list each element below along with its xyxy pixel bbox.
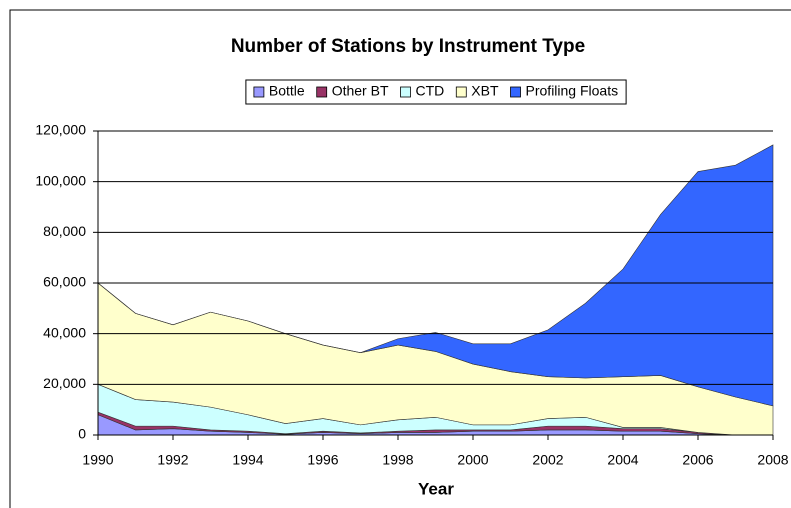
y-tick-label: 20,000 xyxy=(43,375,86,391)
x-tick-label: 2004 xyxy=(607,452,638,468)
y-tick-label: 120,000 xyxy=(35,122,86,138)
x-axis-label: Year xyxy=(418,479,454,498)
y-tick-label: 60,000 xyxy=(43,274,86,290)
x-tick-label: 2002 xyxy=(532,452,563,468)
y-tick-label: 100,000 xyxy=(35,172,86,188)
legend-swatch xyxy=(400,86,411,98)
legend-swatch xyxy=(253,86,265,98)
legend: Bottle Other BT CTD XBT Profiling Floats xyxy=(245,79,627,105)
x-tick-label: 1994 xyxy=(232,452,263,468)
area xyxy=(97,144,774,407)
y-tick-label: 80,000 xyxy=(43,223,86,239)
x-tick-label: 2000 xyxy=(457,452,488,468)
legend-label: Bottle xyxy=(269,83,305,99)
x-tick-label: 1990 xyxy=(82,452,113,468)
y-tick-label: 40,000 xyxy=(43,324,86,340)
chart-title: Number of Stations by Instrument Type xyxy=(231,36,585,57)
legend-swatch xyxy=(510,86,521,98)
x-tick-label: 1998 xyxy=(382,452,413,468)
legend-swatch xyxy=(316,86,328,98)
x-tick-label: 1992 xyxy=(157,452,188,468)
y-tick-label: 0 xyxy=(78,426,86,442)
legend-label: Other BT xyxy=(332,83,389,99)
legend-label: Profiling Floats xyxy=(526,83,619,99)
legend-box xyxy=(245,79,627,105)
legend-label: CTD xyxy=(416,83,445,99)
x-tick-label: 1996 xyxy=(307,452,338,468)
x-tick-label: 2006 xyxy=(682,452,713,468)
x-tick-label: 2008 xyxy=(757,452,788,468)
legend-swatch xyxy=(455,86,467,98)
legend-label: XBT xyxy=(471,83,499,99)
